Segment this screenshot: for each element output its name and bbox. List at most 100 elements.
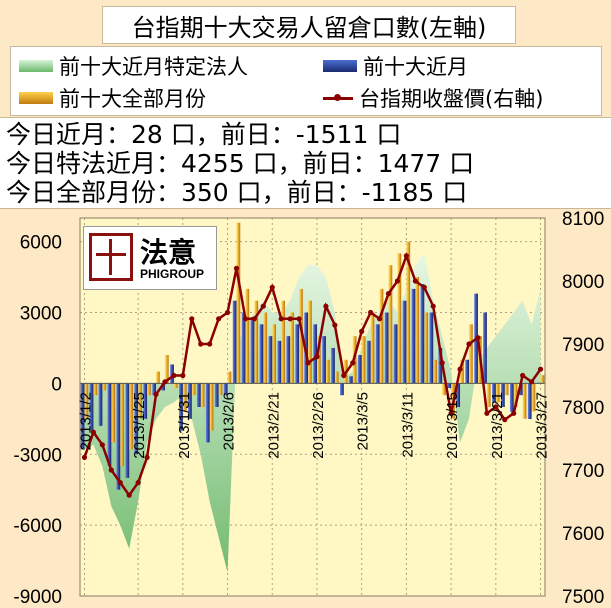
point-close-price <box>493 404 499 410</box>
right-axis-tick-label: 7700 <box>562 461 604 482</box>
point-close-price <box>394 278 401 284</box>
bar-all-months <box>182 383 187 412</box>
bar-near-month <box>143 383 148 419</box>
bar-all-months <box>540 375 545 384</box>
bar-near-month <box>438 347 443 384</box>
point-close-price <box>117 480 123 486</box>
bar-all-months <box>272 324 277 384</box>
bar-near-month <box>465 359 469 384</box>
point-close-price <box>421 284 427 290</box>
bar-near-month <box>89 383 94 431</box>
bar-near-month <box>152 383 157 396</box>
bar-all-months <box>486 383 491 407</box>
bar-near-month <box>429 312 434 384</box>
point-close-price <box>233 265 240 271</box>
bar-all-months <box>245 288 250 384</box>
bar-near-month <box>196 383 201 407</box>
bar-all-months <box>200 383 205 407</box>
bar-all-months <box>227 371 232 384</box>
x-tick-label: 2013/1/31 <box>176 392 193 459</box>
point-close-price <box>528 379 535 385</box>
point-close-price <box>368 309 374 316</box>
bar-near-month <box>223 383 228 396</box>
point-close-price <box>126 492 132 498</box>
x-tick-label: 2013/3/21 <box>489 392 506 459</box>
point-close-price <box>511 410 517 416</box>
left-axis-tick-label: -9000 <box>13 587 62 608</box>
bar-near-month <box>492 383 496 403</box>
legend-label-institutional: 前十大近月特定法人 <box>59 55 248 79</box>
bar-all-months <box>173 383 178 389</box>
point-close-price <box>198 341 204 347</box>
left-axis-tick-label: -3000 <box>13 445 62 466</box>
point-close-price <box>466 341 472 347</box>
point-close-price <box>260 303 266 309</box>
phigroup-logo: 法意 PHIGROUP <box>83 226 217 290</box>
point-close-price <box>314 354 320 360</box>
bar-near-month <box>250 317 255 384</box>
bar-near-month <box>205 383 210 443</box>
bar-all-months <box>334 371 339 384</box>
right-axis-tick-label: 7800 <box>562 398 604 419</box>
point-close-price <box>171 372 177 379</box>
legend-item-all-months: 前十大全部月份 <box>19 83 206 113</box>
chart-title: 台指期十大交易人留倉口數(左軸) <box>102 6 516 44</box>
bar-all-months <box>111 383 116 443</box>
bar-all-months <box>93 383 98 396</box>
bar-all-months <box>325 359 330 384</box>
bar-all-months <box>164 355 169 384</box>
bar-all-months <box>361 336 366 384</box>
bar-near-month <box>384 312 389 384</box>
right-axis-tick-label: 8100 <box>562 209 604 230</box>
bar-near-month <box>501 383 505 407</box>
point-close-price <box>448 410 454 416</box>
bar-all-months <box>424 312 429 384</box>
bar-near-month <box>295 324 300 384</box>
point-close-price <box>180 372 186 379</box>
legend-item-close-price: 台指期收盤價(右軸) <box>323 83 543 113</box>
summary-line-near-month: 今日近月：28 口，前日：-1511 口 <box>6 120 402 149</box>
point-close-price <box>81 454 88 460</box>
bar-near-month <box>348 376 353 384</box>
bar-near-month <box>331 347 335 384</box>
bar-all-months <box>290 312 294 384</box>
right-axis-tick-label: 7600 <box>562 524 604 545</box>
bar-near-month <box>527 383 532 420</box>
bar-all-months <box>281 300 285 384</box>
bar-all-months <box>379 288 384 384</box>
bar-near-month <box>80 383 85 450</box>
line-close-price <box>83 252 542 498</box>
point-close-price <box>484 410 490 416</box>
bar-all-months <box>299 288 303 384</box>
legend-swatch-near-month <box>323 60 357 72</box>
bar-all-months <box>531 383 536 412</box>
right-axis-tick-label: 7500 <box>562 587 604 608</box>
bar-near-month <box>509 383 514 412</box>
logo-text-en: PHIGROUP <box>140 267 205 281</box>
bar-near-month <box>277 340 282 384</box>
summary-panel: 今日近月：28 口，前日：-1511 口 今日特法近月：4255 口，前日：14… <box>0 117 611 209</box>
legend-label-all-months: 前十大全部月份 <box>59 87 206 111</box>
point-close-price <box>251 316 257 322</box>
bar-near-month <box>107 383 112 467</box>
right-axis-tick-label: 8000 <box>562 272 604 293</box>
bar-all-months <box>84 383 89 419</box>
left-axis-tick-label: 6000 <box>20 233 62 254</box>
bar-near-month <box>134 383 139 455</box>
bar-all-months <box>308 300 312 384</box>
bar-all-months <box>316 336 321 384</box>
point-close-price <box>296 316 302 322</box>
x-tick-label: 2013/1/2 <box>77 392 94 450</box>
legend-label-near-month: 前十大近月 <box>363 55 468 79</box>
point-close-price <box>162 379 168 385</box>
bar-all-months <box>504 383 509 396</box>
bar-all-months <box>236 222 241 384</box>
summary-line-all-months: 今日全部月份：350 口，前日：-1185 口 <box>6 178 468 207</box>
x-tick-label: 2013/2/6 <box>221 392 238 450</box>
bar-all-months <box>218 383 223 396</box>
bar-near-month <box>214 383 219 407</box>
bar-all-months <box>388 265 393 384</box>
legend-swatch-line <box>323 93 353 101</box>
bar-all-months <box>522 383 527 419</box>
